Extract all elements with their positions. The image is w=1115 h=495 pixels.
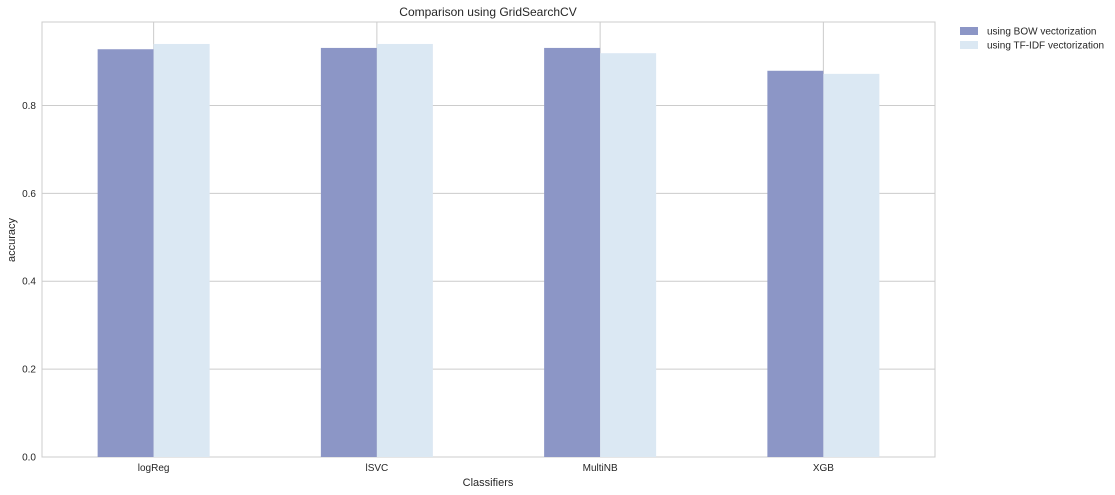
y-tick-label: 0.0	[22, 453, 36, 464]
legend-label: using BOW vectorization	[987, 27, 1097, 38]
legend: using BOW vectorization using TF-IDF vect…	[960, 27, 1104, 52]
y-tick-labels: 0.0 0.2 0.4 0.6 0.8	[22, 101, 36, 464]
y-tick-label: 0.2	[22, 365, 36, 376]
y-tick-label: 0.4	[22, 277, 36, 288]
bar-tfidf-lsvc	[376, 43, 433, 457]
bar-tfidf-multinb	[600, 53, 657, 458]
y-tick-label: 0.6	[22, 189, 36, 200]
bar-bow-xgb	[767, 70, 824, 457]
bar-tfidf-logreg	[153, 43, 210, 457]
legend-swatch	[960, 41, 978, 49]
y-axis-label: accuracy	[6, 217, 18, 262]
x-tick-label: MultiNB	[583, 463, 618, 474]
x-tick-label: logReg	[138, 463, 170, 474]
x-tick-label: XGB	[813, 463, 834, 474]
bar-bow-logreg	[97, 49, 154, 457]
bar-bow-lsvc	[320, 47, 377, 457]
y-tick-label: 0.8	[22, 101, 36, 112]
legend-label: using TF-IDF vectorization	[987, 41, 1104, 52]
legend-swatch	[960, 27, 978, 35]
x-tick-label: lSVC	[365, 463, 388, 474]
bar-bow-multinb	[544, 47, 601, 457]
x-tick-labels: logReg lSVC MultiNB XGB	[138, 463, 834, 474]
x-axis-label: Classifiers	[463, 477, 514, 489]
bars	[97, 43, 880, 458]
bar-tfidf-xgb	[823, 73, 880, 458]
chart-title: Comparison using GridSearchCV	[399, 5, 576, 19]
